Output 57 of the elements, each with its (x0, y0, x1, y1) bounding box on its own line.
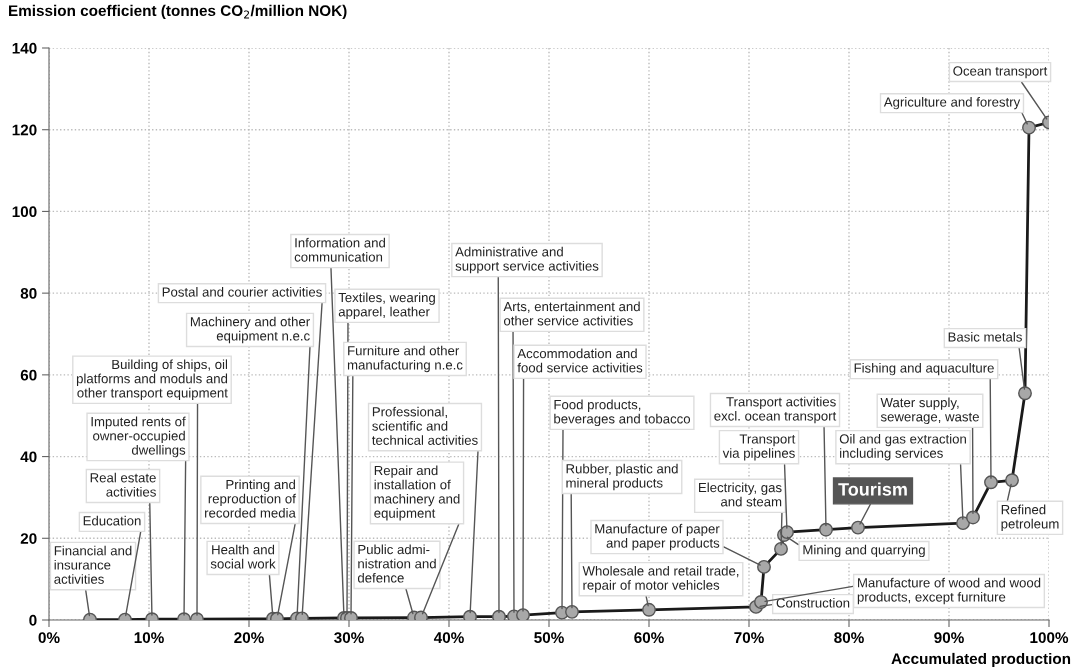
x-tick-label: 50% (534, 632, 564, 644)
annotation: Manufacture of wood and wood products, except furniture (857, 577, 1041, 605)
annotation: Transport via pipelines (722, 434, 796, 461)
annotation: Information and communication (294, 237, 385, 262)
annotation: Refined petroleum (1001, 504, 1059, 532)
x-tick-label: 20% (234, 632, 264, 644)
x-tick-label: 40% (433, 632, 464, 644)
annotation: Repair and installation of machinery and equipment (374, 465, 460, 521)
annotation: Health and social work (210, 544, 276, 569)
annotation: Mining and quarrying (803, 544, 925, 558)
annotation: Building of ships, oil platforms and moduls and other transport equipment (76, 359, 228, 401)
x-axis-title: Accumulated production (891, 652, 1071, 668)
y-tick-label: 140 (12, 42, 37, 54)
x-tick-label: 90% (934, 632, 964, 644)
annotation: Financial and insurance activities (54, 545, 132, 584)
y-tick-label: 20 (20, 533, 37, 544)
annotation: Manufacture of paper and paper products (595, 523, 720, 551)
annotation: Wholesale and retail trade, repair of motor vehicles (582, 565, 739, 593)
annotation: Arts, entertainment and other service activities (503, 301, 640, 326)
annotation: Water supply, sewerage, waste (880, 397, 979, 425)
annotation: Agriculture and forestry (883, 97, 1021, 110)
annotation: Transport activities excl. ocean transport (714, 396, 837, 424)
annotation: Food products, beverages and tobacco (554, 399, 691, 427)
y-axis-title: Emission coefficient (tonnes CO$_{2}$/million NOK) (9, 4, 347, 20)
x-tick-label: 70% (734, 632, 764, 644)
x-tick-label: 30% (334, 632, 364, 644)
annotation: Printing and reproduction of recorded media (205, 479, 296, 518)
annotation: Real estate activities (90, 472, 156, 497)
annotation: Professional, scientific and technical activities (372, 406, 478, 445)
x-tick-label: 80% (834, 632, 864, 644)
annotation: Tourism (838, 482, 907, 496)
y-tick-label: 120 (12, 124, 37, 136)
annotation: Machinery and other equipment n.e.c (190, 316, 310, 344)
x-tick-label: 60% (634, 632, 664, 644)
annotation: Furniture and other manufacturing n.e.c (347, 345, 463, 373)
annotation: Oil and gas extraction including services (839, 433, 966, 461)
annotation: Construction (776, 597, 850, 608)
y-tick-label: 0 (29, 614, 37, 626)
x-tick-label: 100% (1030, 632, 1069, 644)
x-tick-label: 10% (134, 632, 164, 644)
annotation: Textiles, wearing apparel, leather (338, 292, 435, 320)
annotation: Imputed rents of owner-occupied dwellings (91, 416, 186, 458)
annotation: Public admi- nistration and defence (357, 544, 436, 583)
y-tick-label: 100 (12, 206, 37, 218)
y-tick-label: 80 (20, 288, 37, 299)
y-tick-label: 40 (20, 451, 37, 463)
annotation: Rubber, plastic and mineral products (566, 463, 678, 491)
annotation: Accommodation and food service activities (517, 348, 643, 373)
annotation: Fishing and aquaculture (854, 362, 994, 376)
annotation: Ocean transport (953, 66, 1048, 79)
annotation: Electricity, gas and steam (699, 482, 782, 507)
x-tick-label: 0% (38, 632, 60, 644)
annotation: Education (83, 515, 141, 526)
annotation: Administrative and support service activities (455, 246, 599, 274)
y-tick-label: 60 (20, 369, 37, 381)
annotation: Postal and courier activities (162, 286, 322, 297)
annotation: Basic metals (948, 331, 1022, 342)
